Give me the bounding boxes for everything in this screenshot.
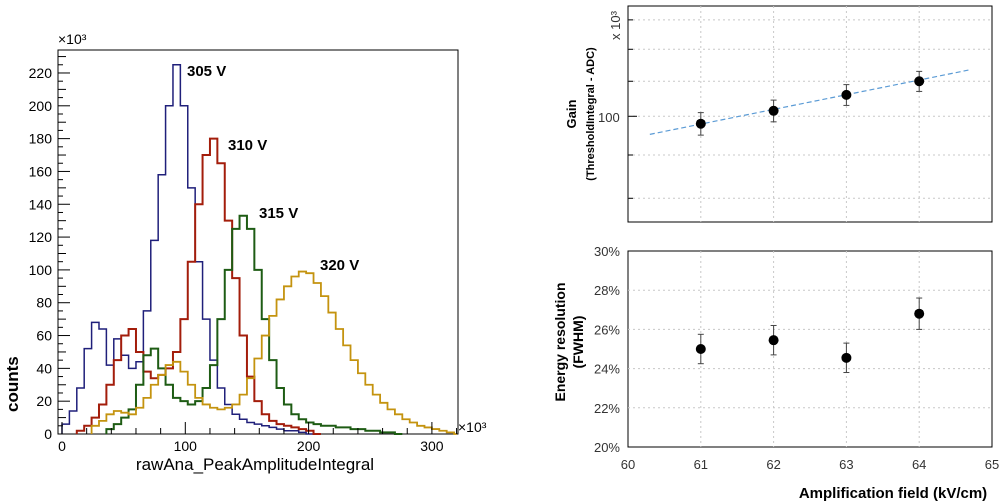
- label-315v: 315 V: [259, 205, 298, 222]
- resolution-y-tick-label: 20%: [594, 440, 620, 455]
- histogram-y-tick-label: 20: [36, 393, 52, 409]
- gain-y-tick-100: 100: [598, 110, 620, 125]
- resolution-y-axis-subtitle: (FWHM): [570, 316, 586, 369]
- resolution-y-tick-label: 30%: [594, 244, 620, 259]
- histogram-y-tick-label: 60: [36, 328, 52, 344]
- gain-y-axis-title: Gain: [564, 99, 579, 128]
- resolution-y-tick-label: 28%: [594, 283, 620, 298]
- histogram-y-axis-title: counts: [3, 356, 22, 412]
- histogram-y-tick-label: 100: [29, 262, 53, 278]
- histogram-x-multiplier: ×10³: [458, 419, 487, 435]
- histogram-x-tick-label: 100: [174, 438, 198, 454]
- resolution-x-tick-label: 61: [694, 457, 708, 472]
- histogram-y-tick-label: 220: [29, 65, 53, 81]
- histogram-x-tick-label: 0: [58, 438, 66, 454]
- resolution-grid: [628, 251, 992, 447]
- histogram-y-tick-label: 0: [44, 426, 52, 442]
- resolution-point: [695, 344, 706, 354]
- resolution-x-tick-label: 63: [839, 457, 853, 472]
- resolution-x-tick-label: 60: [621, 457, 635, 472]
- histogram-y-tick-label: 120: [29, 229, 53, 245]
- histogram-y-tick-label: 40: [36, 360, 52, 376]
- histogram-x-axis-title: rawAna_PeakAmplitudeIntegral: [136, 455, 374, 474]
- label-320v: 320 V: [320, 257, 359, 274]
- histogram-series-315v: [105, 214, 403, 435]
- gain-point: [841, 89, 852, 100]
- histogram-y-tick-label: 200: [29, 98, 53, 114]
- histogram-panel: 0 20 40 60 80 100 120 140 160 180 200 220 0 100 200 300…: [3, 31, 487, 474]
- resolution-y-axis-title: Energy resolution: [552, 282, 568, 401]
- histogram-x-tick-label: 300: [420, 438, 444, 454]
- histogram-frame: [57, 49, 459, 435]
- label-305v: 305 V: [187, 63, 226, 80]
- gain-grid: [628, 6, 992, 222]
- histogram-series-305v: [61, 64, 314, 435]
- resolution-tick-labels: 20% 22% 24% 26% 28% 30% 60 61 62 63 64 65: [594, 244, 999, 472]
- resolution-point: [768, 335, 779, 346]
- histogram-x-tick-label: 200: [297, 438, 321, 454]
- histogram-series-group: [61, 64, 457, 435]
- label-310v: 310 V: [228, 137, 267, 154]
- gain-y-multiplier: x 10³: [608, 10, 623, 40]
- resolution-x-tick-label: 65: [985, 457, 999, 472]
- resolution-x-tick-label: 64: [912, 457, 926, 472]
- resolution-frame: [627, 250, 993, 448]
- histogram-y-tick-label: 160: [29, 163, 53, 179]
- gain-frame: [627, 5, 993, 223]
- gain-panel: 100 x 10³ Gain (ThresholdIntegral - ADC): [564, 5, 993, 223]
- histogram-y-tick-label: 180: [29, 131, 53, 147]
- resolution-y-tick-label: 26%: [594, 322, 620, 337]
- resolution-point: [841, 352, 852, 363]
- histogram-series-320v: [90, 270, 457, 435]
- resolution-x-tick-label: 62: [766, 457, 780, 472]
- histogram-y-multiplier: ×10³: [58, 31, 87, 47]
- gain-point: [768, 105, 779, 116]
- resolution-y-tick-label: 24%: [594, 362, 620, 377]
- resolution-points: [695, 297, 925, 374]
- resolution-point: [914, 308, 925, 319]
- gain-points: [695, 70, 925, 136]
- resolution-x-axis-title: Amplification field (kV/cm): [799, 485, 987, 502]
- gain-point: [914, 76, 925, 87]
- histogram-series-310v: [75, 137, 321, 435]
- resolution-panel: 20% 22% 24% 26% 28% 30% 60 61 62 63 64 65 Energy re…: [552, 244, 999, 502]
- gain-y-axis-subtitle: (ThresholdIntegral - ADC): [585, 47, 597, 181]
- histogram-y-tick-label: 140: [29, 196, 53, 212]
- gain-point: [695, 118, 706, 129]
- histogram-y-tick-label: 80: [36, 295, 52, 311]
- resolution-y-tick-label: 22%: [594, 401, 620, 416]
- histogram-axes: 0 20 40 60 80 100 120 140 160 180 200 220 0 100 200 300: [29, 56, 458, 454]
